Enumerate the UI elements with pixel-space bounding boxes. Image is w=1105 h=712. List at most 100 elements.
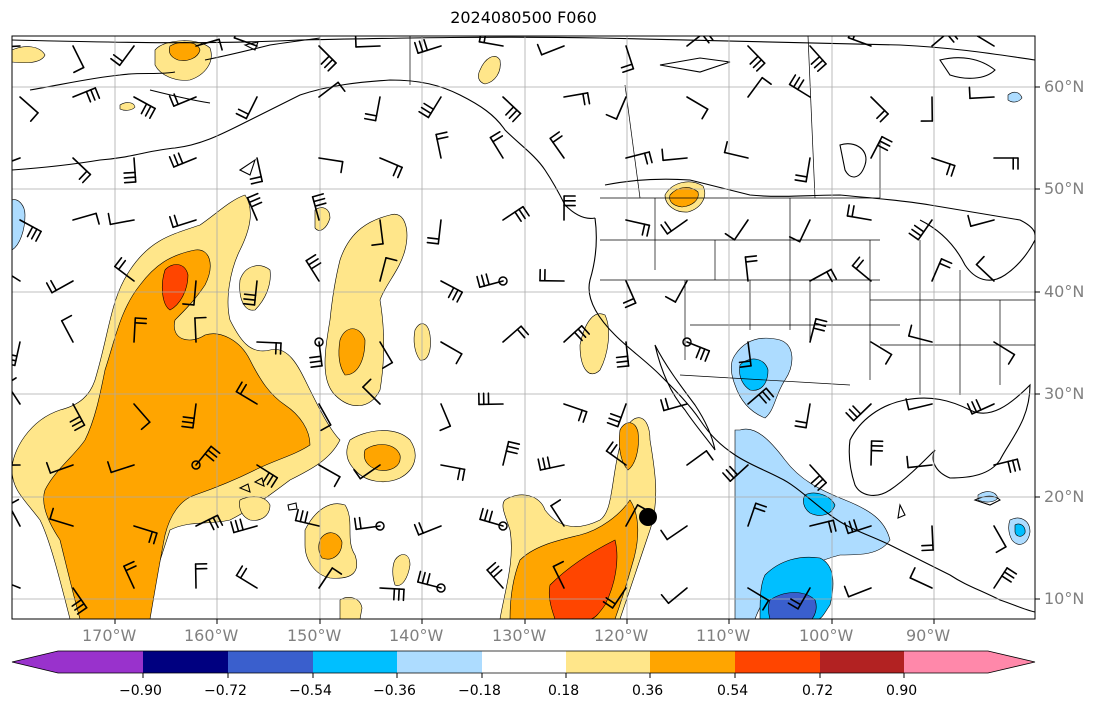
lat-label-60n: 60°N xyxy=(1044,77,1085,96)
wind-barb xyxy=(843,585,872,598)
colorbar-tick: −0.54 xyxy=(289,683,332,699)
wind-barb xyxy=(605,96,627,120)
wind-barb xyxy=(182,280,197,306)
wind-barb xyxy=(625,219,651,237)
colorbar-tick: 0.54 xyxy=(717,683,749,699)
wind-barb xyxy=(318,81,346,98)
wind-barbs xyxy=(12,36,1021,615)
wind-barb xyxy=(12,377,21,405)
wind-barb xyxy=(905,398,933,411)
wind-barb xyxy=(552,560,565,589)
wind-barb xyxy=(194,316,207,343)
lat-label-50n: 50°N xyxy=(1044,179,1085,198)
wind-barb xyxy=(747,387,775,405)
wind-barb xyxy=(114,256,135,282)
lon-label-130w: 130°W xyxy=(492,626,547,645)
wind-barb xyxy=(909,567,933,589)
wind-barb xyxy=(318,464,341,488)
wind-barb xyxy=(133,525,158,545)
negative-anomaly-shading xyxy=(12,91,1031,619)
wind-barb xyxy=(722,464,749,483)
wind-barb xyxy=(747,76,772,98)
wind-barb xyxy=(69,403,86,432)
wind-barb xyxy=(747,587,770,611)
wind-barb xyxy=(502,205,530,222)
colorbar-tick: −0.36 xyxy=(373,683,416,699)
wind-barb xyxy=(747,45,766,72)
map-frame xyxy=(11,35,1036,620)
wind-barb xyxy=(846,204,872,221)
wind-barb xyxy=(256,464,279,488)
wind-barb xyxy=(794,157,811,183)
wind-barb xyxy=(169,214,197,229)
wind-barb xyxy=(72,45,85,74)
lon-label-100w: 100°W xyxy=(799,626,854,645)
wind-barb xyxy=(181,403,197,429)
wind-barb xyxy=(12,275,21,282)
wind-barb xyxy=(744,255,758,282)
wind-barb xyxy=(549,131,565,159)
wind-barb xyxy=(478,36,504,47)
wind-barb xyxy=(45,461,74,474)
wind-barb xyxy=(622,280,637,309)
black-dot-icon xyxy=(639,508,657,526)
wind-barb xyxy=(809,519,837,533)
wind-barb xyxy=(242,280,258,306)
wind-barb xyxy=(12,45,21,48)
wind-barb xyxy=(993,341,1016,365)
wind-barb xyxy=(787,587,811,610)
lat-label-20n: 20°N xyxy=(1044,487,1085,506)
wind-barb xyxy=(845,403,872,422)
wind-barb xyxy=(19,219,42,242)
wind-barb xyxy=(435,131,449,159)
wind-barb xyxy=(379,256,398,282)
wind-barb xyxy=(870,341,893,365)
map-title: 2024080500 F060 xyxy=(450,8,597,27)
lat-label-40n: 40°N xyxy=(1044,282,1085,301)
coastlines xyxy=(12,36,1035,613)
wind-barb xyxy=(133,96,156,119)
wind-barb xyxy=(870,96,889,123)
wind-barb xyxy=(230,518,258,534)
wind-barb xyxy=(195,514,224,531)
wind-barb xyxy=(418,96,442,119)
wind-barb xyxy=(318,403,332,432)
wind-barb xyxy=(12,341,21,367)
wind-barb xyxy=(660,397,688,412)
wind-barb xyxy=(993,157,1019,170)
wind-barb xyxy=(318,45,337,72)
wind-barb xyxy=(294,508,320,527)
lon-label-110w: 110°W xyxy=(696,626,751,645)
wind-barb xyxy=(723,141,749,159)
wind-barb xyxy=(502,325,530,343)
wind-barb xyxy=(371,219,384,246)
wind-barb xyxy=(843,519,872,535)
wind-barb xyxy=(45,279,74,294)
wind-barb xyxy=(72,157,92,184)
wind-barb xyxy=(379,587,405,602)
wind-barb xyxy=(809,268,838,283)
wind-barb xyxy=(246,192,263,221)
wind-barb xyxy=(724,219,749,241)
wind-barb xyxy=(788,74,811,98)
wind-barb xyxy=(195,38,223,51)
wind-barb xyxy=(477,392,504,406)
wind-barb xyxy=(536,43,565,56)
wind-barb xyxy=(426,219,442,245)
wind-barb xyxy=(72,212,100,225)
wind-barb xyxy=(563,92,591,106)
wind-barb xyxy=(12,157,21,162)
wind-barb xyxy=(664,280,688,303)
wind-barb xyxy=(354,36,381,48)
wind-barb xyxy=(123,560,137,589)
wind-barb xyxy=(60,314,74,343)
lon-label-160w: 160°W xyxy=(184,626,239,645)
lon-label-90w: 90°W xyxy=(906,626,951,645)
lat-label-30n: 30°N xyxy=(1044,384,1085,403)
wind-barb xyxy=(809,464,828,491)
political-borders xyxy=(409,36,1035,395)
wind-barb xyxy=(12,583,21,589)
wind-barb xyxy=(993,567,1018,589)
lat-label-10n: 10°N xyxy=(1044,589,1085,608)
wind-barb xyxy=(686,450,714,466)
